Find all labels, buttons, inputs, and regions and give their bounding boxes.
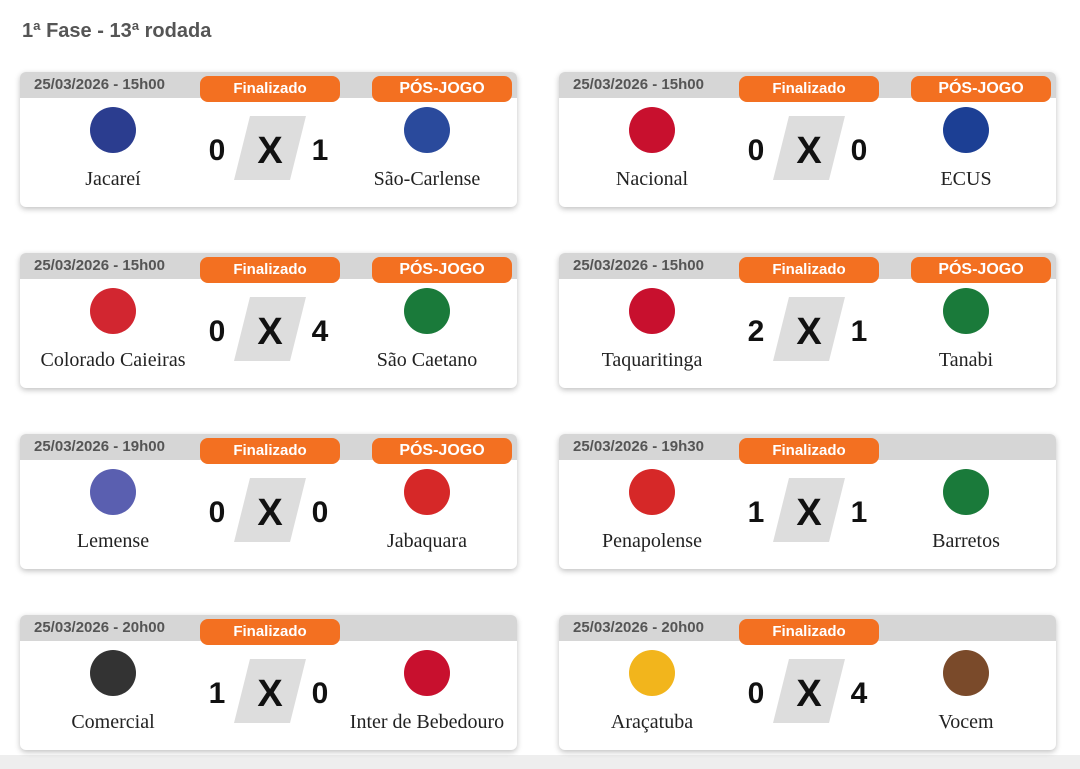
away-logo <box>943 288 989 334</box>
home-logo <box>90 650 136 696</box>
versus: X <box>257 673 283 715</box>
home-logo <box>90 469 136 515</box>
match-card: 25/03/2026 - 15h00 Finalizado PÓS-JOGO Colo… <box>20 253 517 388</box>
status-badge: Finalizado <box>739 619 879 645</box>
away-score: 1 <box>850 315 868 348</box>
away-logo <box>404 469 450 515</box>
home-score: 0 <box>208 496 226 529</box>
away-team: Tanabi <box>938 349 994 371</box>
post-game-button[interactable]: PÓS-JOGO <box>911 76 1051 102</box>
home-score: 0 <box>208 315 226 348</box>
match-date: 25/03/2026 - 19h30 <box>573 438 704 455</box>
status-badge: Finalizado <box>200 76 340 102</box>
away-score: 4 <box>311 315 329 348</box>
home-team: Jacareí <box>85 168 141 190</box>
status-badge: Finalizado <box>739 257 879 283</box>
away-logo <box>404 107 450 153</box>
home-team: Taquaritinga <box>601 349 703 371</box>
home-score: 0 <box>747 677 765 710</box>
page-title: 1ª Fase - 13ª rodada <box>22 20 212 42</box>
home-team: Nacional <box>615 168 689 190</box>
away-logo <box>943 650 989 696</box>
status-badge: Finalizado <box>200 619 340 645</box>
away-team: Barretos <box>932 530 1000 552</box>
home-logo <box>90 107 136 153</box>
match-card: 25/03/2026 - 15h00 Finalizado PÓS-JOGO Taqu… <box>559 253 1056 388</box>
away-score: 0 <box>311 496 329 529</box>
match-card: 25/03/2026 - 19h00 Finalizado PÓS-JOGO Leme… <box>20 434 517 569</box>
away-score: 1 <box>311 134 329 167</box>
status-badge: Finalizado <box>739 438 879 464</box>
match-date: 25/03/2026 - 20h00 <box>34 619 165 636</box>
away-score: 0 <box>850 134 868 167</box>
versus: X <box>796 311 822 353</box>
home-team: Lemense <box>76 530 150 552</box>
home-score: 1 <box>208 677 226 710</box>
versus: X <box>257 130 283 172</box>
away-logo <box>943 469 989 515</box>
home-team: Comercial <box>71 711 155 733</box>
bottom-bar <box>0 755 1080 769</box>
post-game-button[interactable]: PÓS-JOGO <box>372 257 512 283</box>
versus: X <box>796 130 822 172</box>
home-logo <box>629 288 675 334</box>
match-card: 25/03/2026 - 15h00 Finalizado PÓS-JOGO Naci… <box>559 72 1056 207</box>
status-badge: Finalizado <box>739 76 879 102</box>
match-card: 25/03/2026 - 15h00 Finalizado PÓS-JOGO Jaca… <box>20 72 517 207</box>
away-logo <box>404 288 450 334</box>
away-score: 4 <box>850 677 868 710</box>
match-date: 25/03/2026 - 15h00 <box>573 76 704 93</box>
away-score: 0 <box>311 677 329 710</box>
home-logo <box>629 650 675 696</box>
home-logo <box>629 107 675 153</box>
match-date: 25/03/2026 - 20h00 <box>573 619 704 636</box>
match-card: 25/03/2026 - 19h30 Finalizado Penapolense B… <box>559 434 1056 569</box>
home-logo <box>629 469 675 515</box>
match-date: 25/03/2026 - 15h00 <box>573 257 704 274</box>
home-team: Araçatuba <box>610 711 694 733</box>
home-score: 2 <box>747 315 765 348</box>
home-score: 1 <box>747 496 765 529</box>
versus: X <box>257 311 283 353</box>
home-team: Colorado Caieiras <box>40 349 186 371</box>
home-logo <box>90 288 136 334</box>
away-logo <box>404 650 450 696</box>
away-score: 1 <box>850 496 868 529</box>
status-badge: Finalizado <box>200 257 340 283</box>
away-team: Jabaquara <box>387 530 467 552</box>
home-score: 0 <box>208 134 226 167</box>
away-team: Inter de Bebedouro <box>349 711 505 733</box>
versus: X <box>796 492 822 534</box>
away-team: ECUS <box>940 168 992 190</box>
match-date: 25/03/2026 - 15h00 <box>34 257 165 274</box>
away-team: São-Carlense <box>373 168 481 190</box>
match-date: 25/03/2026 - 15h00 <box>34 76 165 93</box>
match-card: 25/03/2026 - 20h00 Finalizado Comercial Int… <box>20 615 517 750</box>
away-logo <box>943 107 989 153</box>
versus: X <box>257 492 283 534</box>
post-game-button[interactable]: PÓS-JOGO <box>911 257 1051 283</box>
match-date: 25/03/2026 - 19h00 <box>34 438 165 455</box>
home-score: 0 <box>747 134 765 167</box>
post-game-button[interactable]: PÓS-JOGO <box>372 76 512 102</box>
status-badge: Finalizado <box>200 438 340 464</box>
match-card: 25/03/2026 - 20h00 Finalizado Araçatuba Voc… <box>559 615 1056 750</box>
home-team: Penapolense <box>602 530 702 552</box>
away-team: São Caetano <box>376 349 478 371</box>
away-team: Vocem <box>938 711 994 733</box>
post-game-button[interactable]: PÓS-JOGO <box>372 438 512 464</box>
versus: X <box>796 673 822 715</box>
